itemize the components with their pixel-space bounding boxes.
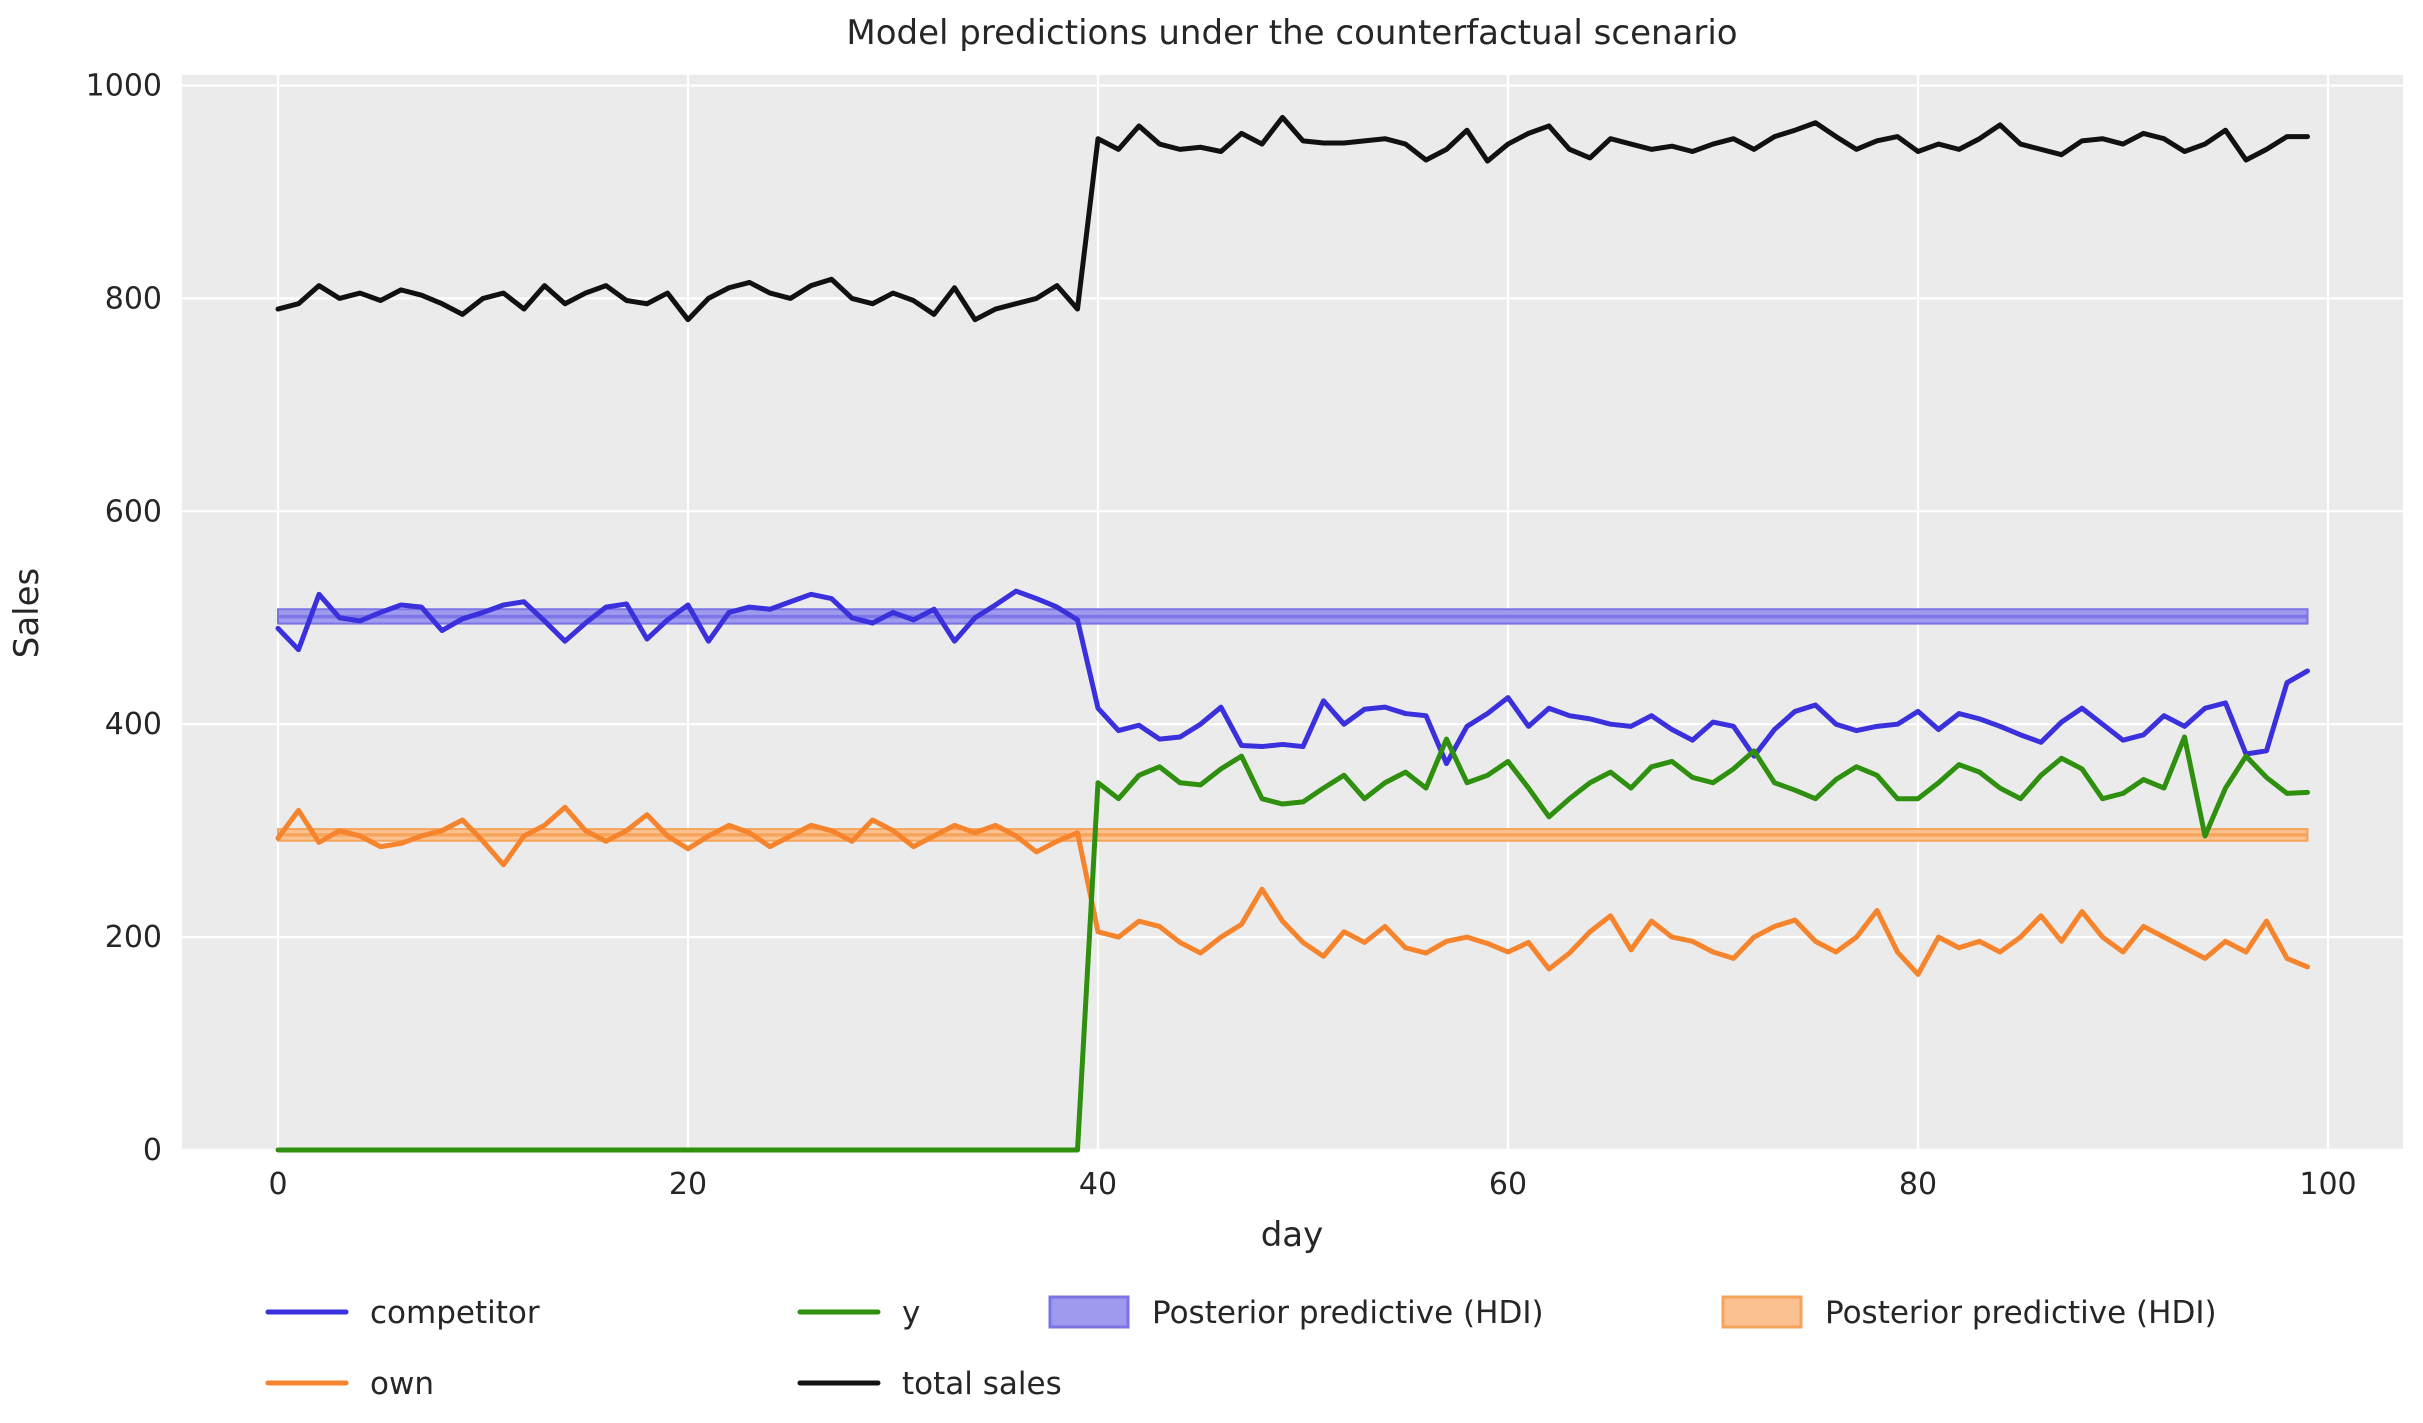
legend-label: total sales bbox=[902, 1366, 1062, 1402]
y-tick-label: 400 bbox=[105, 707, 162, 742]
x-tick-label: 40 bbox=[1079, 1167, 1117, 1202]
legend-item: total sales bbox=[797, 1366, 1062, 1402]
y-tick-label: 200 bbox=[105, 920, 162, 955]
y-axis-tick-labels: 0 200 400 600 800 1000 bbox=[86, 69, 162, 1169]
series-line-competitor bbox=[275, 588, 2310, 767]
series-line-own bbox=[275, 804, 2310, 977]
series-lines bbox=[275, 114, 2310, 1153]
y-tick-label: 1000 bbox=[86, 69, 162, 104]
legend-label: Posterior predictive (HDI) bbox=[1825, 1295, 2217, 1331]
x-axis-label: day bbox=[1261, 1215, 1324, 1255]
y-tick-label: 600 bbox=[105, 494, 162, 529]
legend-patch-swatch bbox=[1048, 1295, 1130, 1329]
y-tick-label: 0 bbox=[143, 1133, 162, 1168]
series-line-total-sales bbox=[275, 114, 2310, 323]
chart-title: Model predictions under the counterfactu… bbox=[846, 13, 1737, 53]
legend-label: Posterior predictive (HDI) bbox=[1152, 1295, 1544, 1331]
legend-label: y bbox=[902, 1295, 920, 1331]
x-tick-label: 0 bbox=[268, 1167, 287, 1202]
x-tick-label: 80 bbox=[1899, 1167, 1937, 1202]
legend-item: competitor bbox=[265, 1295, 540, 1331]
y-axis-label: Sales bbox=[7, 568, 47, 659]
legend-label: competitor bbox=[370, 1295, 540, 1331]
legend-patch-swatch bbox=[1721, 1295, 1803, 1329]
x-axis-tick-labels: 0 20 40 60 80 100 bbox=[268, 1167, 2356, 1202]
legend-item: Posterior predictive (HDI) bbox=[1721, 1295, 2217, 1331]
legend-item: Posterior predictive (HDI) bbox=[1048, 1295, 1544, 1331]
hdi-bands bbox=[277, 608, 2309, 842]
series-line-y bbox=[275, 734, 2310, 1153]
y-tick-label: 800 bbox=[105, 281, 162, 316]
legend: competitor own y total sales Posterior predi… bbox=[265, 1295, 2217, 1402]
legend-item: own bbox=[265, 1366, 434, 1402]
legend-label: own bbox=[370, 1366, 434, 1402]
x-tick-label: 20 bbox=[669, 1167, 707, 1202]
x-tick-label: 100 bbox=[2299, 1167, 2356, 1202]
legend-item: y bbox=[797, 1295, 920, 1331]
x-tick-label: 60 bbox=[1489, 1167, 1527, 1202]
